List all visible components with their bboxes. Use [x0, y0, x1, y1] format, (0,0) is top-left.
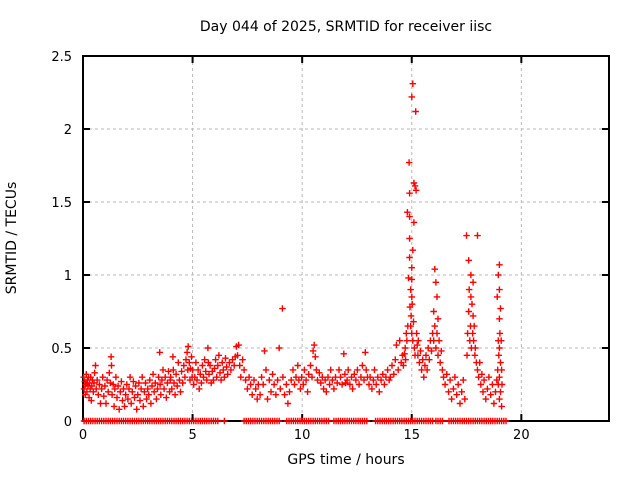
x-tick-label: 5 — [188, 428, 196, 443]
x-axis-label: GPS time / hours — [287, 452, 404, 468]
grid-layer — [83, 56, 609, 421]
x-tick-label: 0 — [79, 428, 87, 443]
y-tick-label: 1 — [64, 269, 72, 284]
y-tick-label: 1.5 — [51, 196, 72, 211]
y-tick-label: 0 — [64, 415, 72, 430]
x-tick-label: 15 — [403, 428, 420, 443]
y-tick-label: 2.5 — [51, 50, 72, 65]
x-tick-label: 20 — [513, 428, 530, 443]
data-points-layer — [80, 80, 510, 425]
chart-title: Day 044 of 2025, SRMTID for receiver iis… — [200, 19, 492, 35]
scatter-points — [80, 80, 510, 425]
y-tick-label: 2 — [64, 123, 72, 138]
tick-marks-layer — [82, 55, 609, 422]
x-tick-label: 10 — [294, 428, 311, 443]
tick-labels-layer: 0 5 10 15 20 0 0.5 1 1.5 2 2.5 — [51, 50, 529, 443]
y-tick-label: 0.5 — [51, 342, 72, 357]
plot-border — [82, 55, 610, 422]
y-axis-label: SRMTID / TECUs — [4, 182, 20, 295]
